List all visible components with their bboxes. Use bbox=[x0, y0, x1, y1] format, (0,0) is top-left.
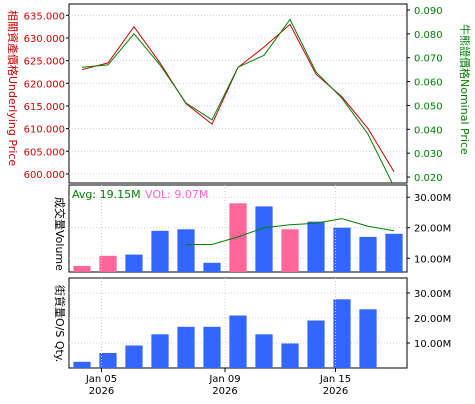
outstanding-bar bbox=[359, 309, 377, 369]
volume-bar bbox=[177, 229, 195, 272]
nominal-price-ticks: 0.090 0.080 0.070 0.060 0.050 0.040 0.030 0.020 bbox=[407, 6, 443, 184]
volume-bar bbox=[359, 236, 377, 272]
volume-average-label: Avg: 19.15M bbox=[72, 188, 141, 201]
volume-bar bbox=[281, 229, 299, 272]
right-tick-label: 0.020 bbox=[414, 173, 443, 184]
outstanding-tick-label: 30.00M bbox=[414, 289, 451, 300]
right-tick-label: 0.070 bbox=[414, 54, 443, 65]
left-tick-label: 600.000 bbox=[24, 170, 65, 181]
right-tick-label: 0.060 bbox=[414, 78, 443, 89]
volume-bar bbox=[307, 221, 325, 272]
volume-bar bbox=[151, 230, 169, 272]
price-panel-frame bbox=[68, 3, 408, 184]
left-tick-label: 610.000 bbox=[24, 125, 65, 136]
volume-tick-label: 30.00M bbox=[414, 193, 451, 204]
date-tick-month: Jan 09 bbox=[208, 374, 240, 385]
price-lines bbox=[81, 18, 395, 183]
left-tick-label: 615.000 bbox=[24, 102, 65, 113]
outstanding-bar bbox=[281, 343, 299, 368]
right-tick-label: 0.050 bbox=[414, 101, 443, 112]
volume-bar bbox=[203, 262, 221, 272]
volume-bar bbox=[73, 265, 91, 272]
volume-bar bbox=[385, 233, 403, 272]
left-tick-label: 620.000 bbox=[24, 79, 65, 90]
outstanding-bar bbox=[229, 315, 247, 368]
right-tick-label: 0.080 bbox=[414, 30, 443, 41]
volume-bar bbox=[125, 254, 143, 272]
outstanding-bars bbox=[73, 299, 377, 369]
outstanding-bar bbox=[333, 299, 351, 369]
right-tick-label: 0.030 bbox=[414, 149, 443, 160]
volume-tick-label: 20.00M bbox=[414, 224, 451, 235]
volume-tick-label: 10.00M bbox=[414, 254, 451, 265]
left-tick-label: 605.000 bbox=[24, 147, 65, 158]
date-tick-year: 2026 bbox=[323, 386, 348, 397]
nominal-price-line bbox=[81, 18, 393, 183]
volume-current-label: VOL: 9.07M bbox=[145, 188, 208, 201]
nominal-price-axis-label: 牛熊證價格Nominal Price bbox=[458, 24, 472, 155]
volume-bar bbox=[333, 227, 351, 272]
date-tick-year: 2026 bbox=[212, 386, 237, 397]
outstanding-bar bbox=[73, 361, 91, 369]
underlying-price-ticks: 635.000 630.000 625.000 620.000 615.000 610.0… bbox=[24, 11, 69, 181]
outstanding-bar bbox=[99, 353, 117, 368]
outstanding-tick-label: 20.00M bbox=[414, 314, 451, 325]
price-gridlines bbox=[69, 14, 407, 175]
outstanding-bar bbox=[255, 334, 273, 369]
volume-bars bbox=[73, 203, 403, 272]
outstanding-ticks: 30.00M 20.00M 10.00M bbox=[407, 289, 451, 350]
volume-ticks: 30.00M 20.00M 10.00M bbox=[407, 193, 451, 265]
outstanding-tick-label: 10.00M bbox=[414, 339, 451, 350]
volume-average-line bbox=[186, 218, 395, 245]
volume-bar bbox=[99, 255, 117, 272]
volume-bar bbox=[229, 203, 247, 272]
outstanding-axis-label: 街貨量O/S Qty. bbox=[53, 285, 67, 362]
outstanding-bar bbox=[151, 334, 169, 369]
left-tick-label: 635.000 bbox=[24, 11, 65, 22]
left-tick-label: 630.000 bbox=[24, 34, 65, 45]
volume-axis-label: 成交量Volume bbox=[53, 197, 67, 271]
date-tick-year: 2026 bbox=[89, 386, 114, 397]
outstanding-bar bbox=[307, 320, 325, 368]
underlying-price-axis-label: 相關資產價格Underlying Price bbox=[6, 10, 20, 166]
right-tick-label: 0.040 bbox=[414, 125, 443, 136]
right-tick-label: 0.090 bbox=[414, 6, 443, 17]
date-tick-month: Jan 15 bbox=[319, 374, 351, 385]
left-tick-label: 625.000 bbox=[24, 57, 65, 68]
outstanding-bar bbox=[177, 326, 195, 369]
volume-bar bbox=[255, 206, 273, 272]
outstanding-bar bbox=[203, 326, 221, 369]
outstanding-bar bbox=[125, 345, 143, 368]
date-tick-month: Jan 05 bbox=[85, 374, 117, 385]
